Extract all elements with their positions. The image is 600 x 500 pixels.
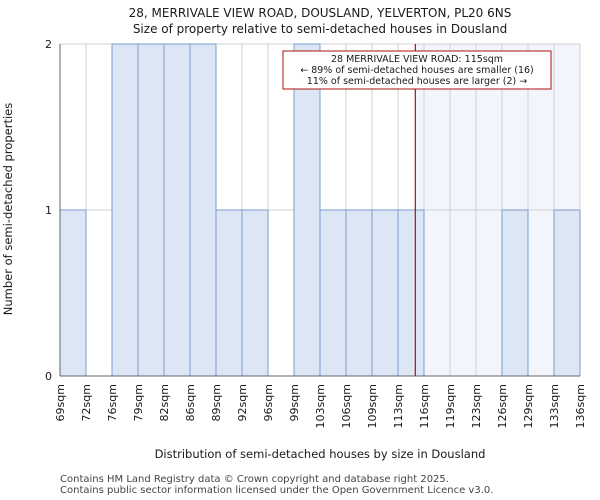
plot-area: 0 1 2 69sqm 72sqm 76sqm 79sqm 82sqm 86sqm 89sqm 92… [45,38,587,428]
x-axis-label: Distribution of semi-detached houses by … [155,447,486,461]
y-tick-label: 2 [45,38,52,51]
bar [553,209,581,377]
x-tick-label: 82sqm [158,384,171,421]
y-tick-label: 0 [45,370,52,383]
x-tick-label: 113sqm [392,384,405,428]
bar [137,43,165,377]
footer-licence: Contains public sector information licen… [60,485,494,496]
bar [189,43,217,377]
bar [163,43,191,377]
bar [319,209,347,377]
y-tick-label: 1 [45,204,52,217]
x-tick-label: 76sqm [106,384,119,421]
bar [111,43,139,377]
x-tick-label: 106sqm [340,384,353,428]
annotation-line-3: 11% of semi-detached houses are larger (… [307,76,527,87]
chart-title: 28, MERRIVALE VIEW ROAD, DOUSLAND, YELVE… [129,6,512,20]
bar [501,209,529,377]
x-tick-label: 99sqm [288,384,301,421]
x-tick-label: 69sqm [54,384,67,421]
y-axis-label: Number of semi-detached properties [1,103,15,315]
x-tick-label: 109sqm [366,384,379,428]
chart-subtitle: Size of property relative to semi-detach… [133,22,507,36]
bar [241,209,269,377]
bar [215,209,243,377]
chart: 28, MERRIVALE VIEW ROAD, DOUSLAND, YELVE… [1,6,587,461]
bar [59,209,87,377]
x-tick-label: 96sqm [262,384,275,421]
x-tick-label: 116sqm [418,384,431,428]
x-tick-label: 89sqm [210,384,223,421]
x-tick-label: 92sqm [236,384,249,421]
x-tick-label: 123sqm [470,384,483,428]
x-tick-label: 86sqm [184,384,197,421]
x-tick-label: 103sqm [314,384,327,428]
annotation-box [282,50,552,90]
x-tick-label: 72sqm [80,384,93,421]
x-tick-label: 136sqm [574,384,587,428]
x-tick-label: 79sqm [132,384,145,421]
x-tick-label: 133sqm [548,384,561,428]
x-tick-label: 129sqm [522,384,535,428]
bar [345,209,373,377]
annotation-line-2: ← 89% of semi-detached houses are smalle… [300,65,534,76]
x-tick-label: 119sqm [444,384,457,428]
bar [293,43,321,377]
annotation-line-1: 28 MERRIVALE VIEW ROAD: 115sqm [331,54,503,65]
footer-copyright: Contains HM Land Registry data © Crown c… [60,474,449,485]
x-tick-label: 126sqm [496,384,509,428]
bar [397,209,425,377]
bar [371,209,399,377]
